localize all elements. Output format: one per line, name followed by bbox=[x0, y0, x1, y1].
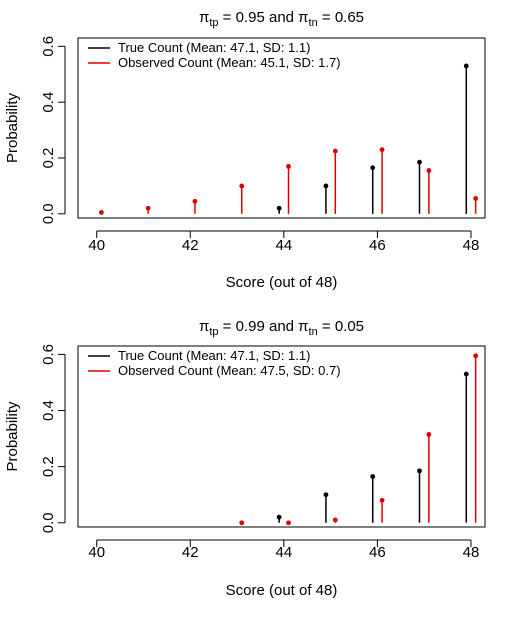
x-axis-label: Score (out of 48) bbox=[226, 582, 338, 599]
x-tick-label: 42 bbox=[182, 544, 199, 561]
data-point bbox=[192, 198, 198, 204]
y-tick-label: 0.0 bbox=[40, 512, 57, 533]
y-tick-label: 0.4 bbox=[40, 400, 57, 421]
x-tick-label: 40 bbox=[88, 544, 105, 561]
y-tick-label: 0.6 bbox=[40, 344, 57, 365]
series-observed-count bbox=[239, 353, 479, 526]
data-point bbox=[379, 497, 385, 503]
data-point bbox=[370, 165, 376, 171]
data-point bbox=[323, 183, 329, 189]
data-point bbox=[473, 196, 479, 201]
title-pi-symbol: π bbox=[298, 318, 308, 335]
title-text: = 0.05 bbox=[318, 318, 364, 335]
legend-label: Observed Count (Mean: 47.5, SD: 0.7) bbox=[118, 363, 341, 378]
data-point bbox=[426, 431, 432, 437]
y-tick-label: 0.2 bbox=[40, 148, 57, 169]
data-point bbox=[463, 63, 469, 69]
legend: True Count (Mean: 47.1, SD: 1.1)Observed… bbox=[88, 348, 341, 378]
y-tick-label: 0.4 bbox=[40, 92, 57, 113]
data-point bbox=[426, 168, 432, 173]
title-pi-symbol: π bbox=[199, 318, 209, 335]
legend-label: True Count (Mean: 47.1, SD: 1.1) bbox=[118, 348, 310, 363]
y-axis-label: Probability bbox=[4, 92, 21, 163]
x-tick-label: 42 bbox=[182, 237, 199, 254]
y-tick-label: 0.0 bbox=[40, 203, 57, 224]
series-true-count bbox=[276, 371, 469, 523]
data-point bbox=[332, 517, 338, 523]
title-subscript: tp bbox=[209, 326, 218, 338]
title-text: = 0.65 bbox=[318, 9, 364, 26]
y-tick-label: 0.2 bbox=[40, 456, 57, 477]
x-axis-label: Score (out of 48) bbox=[226, 274, 338, 291]
data-point bbox=[286, 520, 291, 526]
data-point bbox=[332, 148, 338, 154]
title-subscript: tn bbox=[309, 17, 318, 29]
y-tick-label: 0.6 bbox=[40, 36, 57, 57]
data-point bbox=[417, 159, 422, 165]
x-tick-label: 46 bbox=[369, 544, 386, 561]
data-point bbox=[98, 210, 104, 215]
x-tick-label: 46 bbox=[369, 237, 386, 254]
data-point bbox=[239, 520, 245, 526]
data-point bbox=[276, 205, 282, 211]
title-text: = 0.99 and bbox=[219, 318, 299, 335]
x-tick-label: 44 bbox=[275, 544, 292, 561]
data-point bbox=[323, 492, 329, 498]
x-tick-label: 48 bbox=[463, 544, 480, 561]
data-point bbox=[379, 147, 385, 153]
data-point bbox=[286, 163, 291, 169]
data-point bbox=[463, 371, 469, 377]
title-subscript: tn bbox=[309, 326, 318, 338]
title-subscript: tp bbox=[209, 17, 218, 29]
title-pi-symbol: π bbox=[298, 9, 308, 26]
x-tick-label: 40 bbox=[88, 237, 105, 254]
series-true-count bbox=[276, 63, 469, 214]
legend: True Count (Mean: 47.1, SD: 1.1)Observed… bbox=[88, 40, 341, 70]
plot-frame bbox=[77, 37, 486, 219]
chart-title: πtp = 0.99 and πtn = 0.05 bbox=[199, 318, 364, 338]
data-point bbox=[145, 205, 151, 211]
series-observed-count bbox=[98, 147, 479, 215]
data-point bbox=[276, 514, 282, 520]
data-point bbox=[370, 474, 376, 479]
legend-label: Observed Count (Mean: 45.1, SD: 1.7) bbox=[118, 55, 341, 70]
x-tick-label: 48 bbox=[463, 237, 480, 254]
x-tick-label: 44 bbox=[275, 237, 292, 254]
data-point bbox=[473, 353, 479, 359]
data-point bbox=[239, 183, 245, 189]
title-pi-symbol: π bbox=[199, 9, 209, 26]
data-point bbox=[417, 468, 422, 474]
legend-label: True Count (Mean: 47.1, SD: 1.1) bbox=[118, 40, 310, 55]
y-axis-label: Probability bbox=[4, 401, 21, 472]
plot-frame bbox=[77, 345, 486, 528]
chart-title: πtp = 0.95 and πtn = 0.65 bbox=[199, 9, 364, 29]
title-text: = 0.95 and bbox=[219, 9, 299, 26]
